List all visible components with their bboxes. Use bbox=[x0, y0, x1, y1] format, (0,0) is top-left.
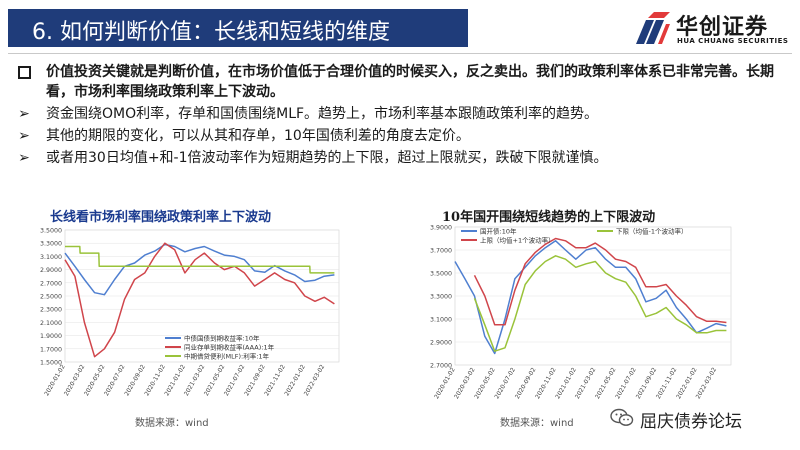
chart-left-title: 长线看市场利率围绕政策利率上下波动 bbox=[50, 210, 272, 225]
logo-text-cn: 华创证券 bbox=[676, 15, 769, 40]
bullet-item-3: ➢ 其他的期限的变化，可以从其和存单，10年国债利差的角度去定价。 bbox=[14, 126, 794, 146]
y-tick-label: 2.9000 bbox=[40, 267, 62, 274]
chart-right-source: 数据来源：wind bbox=[500, 418, 574, 429]
header-divider bbox=[8, 53, 792, 54]
x-tick-label: 2020-07-02 bbox=[493, 366, 517, 400]
y-tick-label: 2.7000 bbox=[40, 280, 62, 287]
legend-label: 下限（均值-1个波动率） bbox=[616, 227, 687, 236]
bullet-item-1: 价值投资关键就是判断价值，在市场价值低于合理价值的时候买入，反之卖出。我们的政策… bbox=[14, 62, 794, 102]
y-tick-label: 1.9000 bbox=[40, 333, 62, 340]
page-title: 6. 如何判断价值：长线和短线的维度 bbox=[32, 20, 390, 45]
legend-label: 中期借贷便利(MLF):利率:1年 bbox=[184, 352, 270, 361]
y-tick-label: 3.3000 bbox=[40, 241, 62, 248]
series-line-1 bbox=[454, 240, 727, 355]
series-line-3 bbox=[65, 245, 335, 274]
bullet-text: 或者用30日均值+和-1倍波动率作为短期趋势的上下限，超过上限就买，跌破下限就谨… bbox=[46, 150, 608, 166]
series-line-2 bbox=[64, 242, 335, 358]
arrow-bullet-icon: ➢ bbox=[18, 106, 30, 122]
y-tick-label: 2.9000 bbox=[430, 340, 452, 347]
chart-left-svg: 3.5000 3.3000 3.1000 2.9000 2.7000 2.5000 2.30… bbox=[40, 228, 340, 397]
y-tick-label: 2.7000 bbox=[430, 363, 452, 370]
chart-right-svg: 3.9000 3.7000 3.5000 3.3000 3.1000 2.9000 2.70… bbox=[430, 225, 732, 400]
y-tick-label: 3.1000 bbox=[430, 317, 452, 324]
chart-left-source: 数据来源：wind bbox=[135, 418, 209, 429]
y-tick-label: 2.3000 bbox=[40, 307, 62, 314]
x-tick-label: 2021-07-02 bbox=[614, 366, 638, 400]
square-bullet-icon bbox=[16, 62, 32, 85]
y-tick-label: 3.5000 bbox=[430, 271, 452, 278]
logo-text-en: HUA CHUANG SECURITIES bbox=[677, 37, 789, 45]
x-tick-label: 2021-07-02 bbox=[223, 363, 247, 397]
y-tick-label: 3.9000 bbox=[430, 225, 452, 232]
x-tick-label: 2022-03-02 bbox=[303, 363, 327, 397]
series-line-1 bbox=[64, 243, 335, 296]
y-tick-label: 3.3000 bbox=[430, 294, 452, 301]
legend-label: 同业存单到期收益率(AAA):1年 bbox=[184, 343, 275, 352]
series-line-3 bbox=[473, 255, 727, 352]
bullet-item-2: ➢ 资金围绕OMO利率，存单和国债围绕MLF。趋势上，市场利率基本跟随政策利率的… bbox=[14, 104, 794, 124]
legend-label: 上限（均值+1个波动率） bbox=[480, 236, 555, 245]
chart-right-title: 10年国开围绕短线趋势的上下限波动 bbox=[442, 210, 656, 225]
hc-logo-icon bbox=[636, 12, 670, 44]
logo: 华创证券 HUA CHUANG SECURITIES bbox=[632, 6, 792, 50]
legend-label: 中债国债到期收益率:10年 bbox=[184, 334, 260, 343]
y-tick-label: 1.7000 bbox=[40, 346, 62, 353]
y-tick-label: 2.1000 bbox=[40, 320, 62, 327]
x-tick-label: 2022-03-02 bbox=[695, 366, 719, 400]
series-line-2 bbox=[473, 237, 727, 326]
wechat-account-name: 屈庆债券论坛 bbox=[640, 412, 742, 432]
y-tick-label: 3.5000 bbox=[40, 228, 62, 235]
bullet-item-4: ➢ 或者用30日均值+和-1倍波动率作为短期趋势的上下限，超过上限就买，跌破下限… bbox=[14, 148, 794, 168]
y-tick-label: 2.5000 bbox=[40, 294, 62, 301]
y-tick-label: 3.1000 bbox=[40, 254, 62, 261]
y-tick-label: 3.7000 bbox=[430, 248, 452, 255]
bullet-text: 其他的期限的变化，可以从其和存单，10年国债利差的角度去定价。 bbox=[46, 128, 470, 144]
chart-right: 3.9000 3.7000 3.5000 3.3000 3.1000 2.9000 2.70… bbox=[409, 223, 737, 403]
bullet-text: 资金围绕OMO利率，存单和国债围绕MLF。趋势上，市场利率基本跟随政策利率的趋势… bbox=[46, 106, 599, 122]
bullet-list: 价值投资关键就是判断价值，在市场价值低于合理价值的时候买入，反之卖出。我们的政策… bbox=[14, 62, 794, 168]
chart-left: 3.5000 3.3000 3.1000 2.9000 2.7000 2.5000 2.30… bbox=[23, 226, 345, 404]
arrow-bullet-icon: ➢ bbox=[18, 150, 30, 166]
wechat-icon bbox=[610, 408, 634, 426]
title-bar bbox=[8, 9, 468, 47]
y-tick-label: 1.5000 bbox=[40, 360, 62, 367]
x-tick-label: 2020-07-02 bbox=[103, 363, 127, 397]
arrow-bullet-icon: ➢ bbox=[18, 128, 30, 144]
legend-label: 国开债:10年 bbox=[480, 227, 517, 236]
bullet-text: 价值投资关键就是判断价值，在市场价值低于合理价值的时候买入，反之卖出。我们的政策… bbox=[46, 64, 774, 100]
